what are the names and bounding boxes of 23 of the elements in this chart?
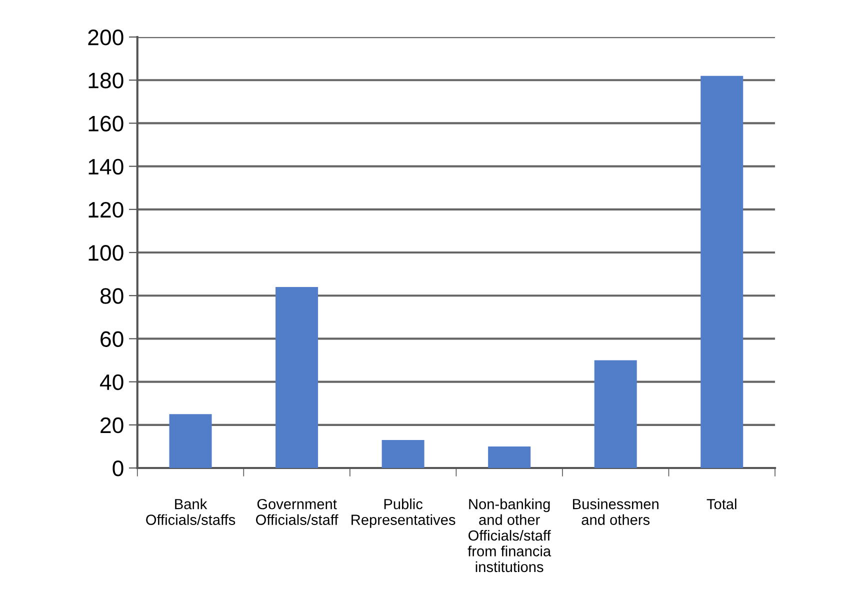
y-tick-label: 160 xyxy=(88,116,124,132)
x-tick-label: Non-banking and other Officials/staff from financia institutions xyxy=(468,498,552,572)
x-tick-label: Public Representatives xyxy=(352,498,456,528)
y-tick-label: 120 xyxy=(88,202,124,218)
y-tick-label: 20 xyxy=(100,417,124,434)
bar xyxy=(700,76,744,468)
y-tick-label: 60 xyxy=(100,331,124,347)
x-tick-label: Total xyxy=(706,498,736,510)
y-tick-label: 0 xyxy=(112,460,124,476)
bar xyxy=(169,414,212,468)
x-tick-label: Bank Officials/staffs xyxy=(146,498,236,525)
bar xyxy=(382,440,424,468)
y-tick-label: 200 xyxy=(88,30,124,46)
bar xyxy=(488,446,531,468)
y-tick-label: 140 xyxy=(88,158,124,175)
y-tick-label: 40 xyxy=(100,374,124,390)
y-tick-label: 80 xyxy=(100,288,124,304)
x-tick-label: Businessmen and others xyxy=(573,498,658,525)
bar xyxy=(594,360,637,468)
y-tick-label: 100 xyxy=(88,245,124,261)
x-tick-label: Government Officials/staff xyxy=(256,498,338,525)
bar xyxy=(276,286,318,468)
y-tick-label: 180 xyxy=(88,72,124,88)
